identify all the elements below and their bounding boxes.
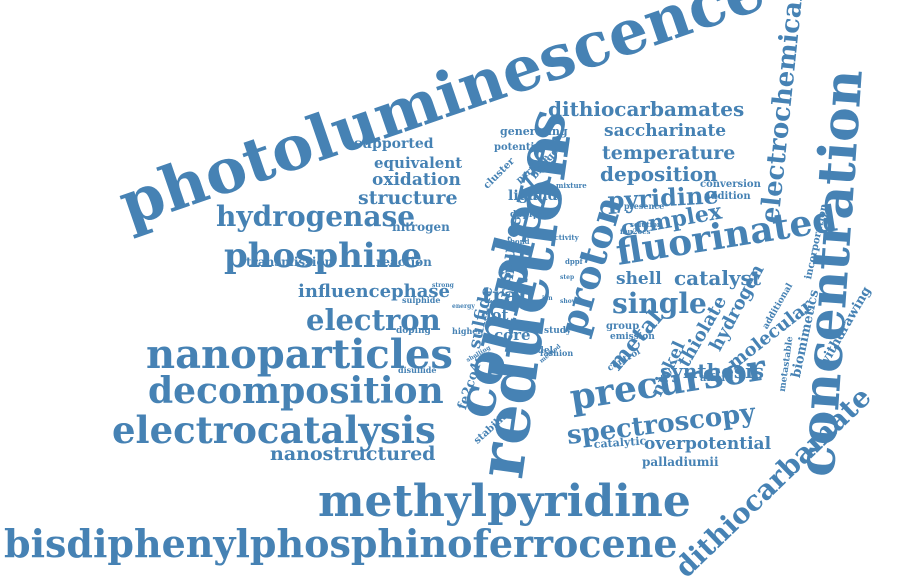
cloud-word: strong [432,282,454,290]
cloud-word: emission [610,331,655,342]
cloud-word: ibu2ocs [620,227,651,237]
cloud-word: dot [481,306,509,324]
cloud-word: decomposition [148,370,444,413]
cloud-word: bond [510,237,530,247]
cloud-word: pure [508,321,532,332]
cloud-word: electrochemical [755,0,810,225]
cloud-word: energy [452,303,475,311]
cloud-word: transmission [246,255,334,270]
cloud-word: core [494,326,531,344]
cloud-word: tran [482,283,535,310]
cloud-word: conversion [700,179,761,190]
cloud-word: dppfμ [510,209,540,220]
cloud-word: show [560,298,577,306]
cloud-word: overpotential [644,434,772,455]
cloud-word: disulfide [398,364,437,375]
cloud-word: step [560,274,575,282]
cloud-word: saccharinate [604,121,727,142]
cloud-word: solution [630,220,663,230]
cloud-word: nitrogen [392,220,450,235]
cloud-word: generating [500,125,568,139]
cloud-word: equivalent [374,154,463,172]
cloud-word: presence [624,200,665,211]
cloud-word: reaction [376,255,432,270]
cloud-word: mixture [556,181,587,191]
cloud-word: electron [306,302,441,337]
cloud-word: doping [396,325,431,336]
cloud-word: deposition [600,162,718,186]
cloud-word: catalytic [593,434,647,452]
cloud-word: addition [704,191,751,202]
cloud-word: shell [616,269,662,290]
cloud-word: sulphide [402,294,441,305]
cloud-word: ligand [508,187,558,204]
cloud-word: supported [354,135,434,152]
cloud-word: temperature [602,141,736,164]
cloud-word: group [606,321,640,332]
cloud-word: palladiumii [642,455,719,470]
cloud-word: fashion [540,347,574,358]
cloud-word: synthesis [660,359,765,383]
cloud-word: afford [700,373,734,384]
cloud-word: catalyst [674,266,762,290]
cloud-word: model [522,345,553,356]
cloud-word: bisdiphenylphosphinoferrocene [4,520,678,566]
cloud-word: higher [452,325,482,336]
cloud-word: methylpyridine [318,475,691,527]
cloud-word: potential [494,142,545,153]
cloud-word: study [544,325,572,336]
cloud-word: structure [358,186,458,209]
cloud-word: oxidation [372,170,461,191]
cloud-word: activity [550,233,579,243]
cloud-word: nanostructured [270,442,436,465]
cloud-word: dppf [565,257,583,267]
cloud-word: ion [542,295,553,303]
cloud-word: nanoparticles [146,331,453,378]
cloud-word: electrocatalysis [112,408,436,453]
cloud-word: dithiocarbamates [548,97,745,121]
cloud-word: phosphine [224,235,423,276]
cloud-word: single [612,286,707,320]
cloud-word: hydrogenase [216,199,416,233]
cloud-word: influencephase [298,280,450,302]
